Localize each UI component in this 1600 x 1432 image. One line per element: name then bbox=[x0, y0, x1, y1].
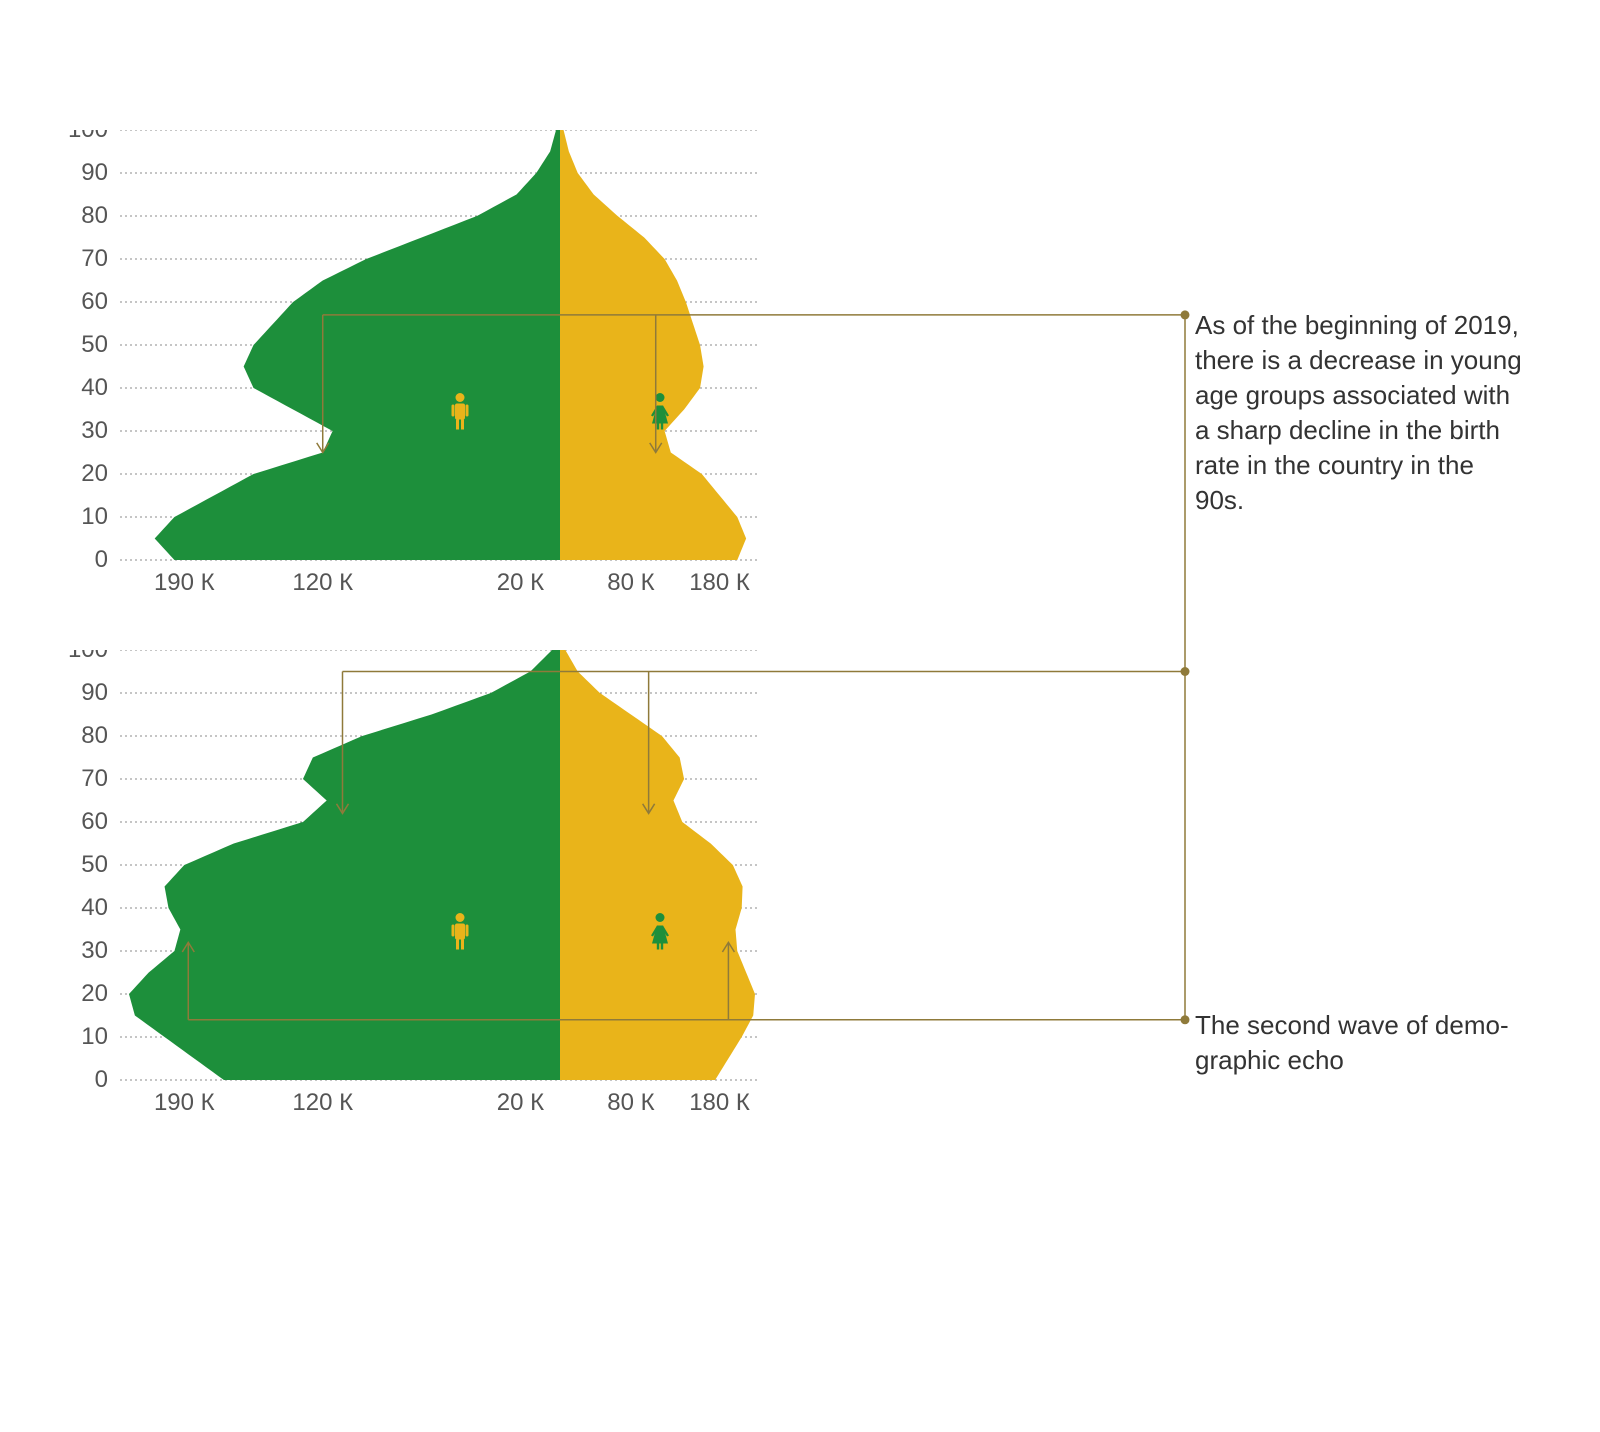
x-tick-label: 180 К bbox=[689, 569, 750, 596]
annotation-text-bottom: The second wave of demo­graphic echo bbox=[1195, 1008, 1525, 1078]
annotation-text-top: As of the beginning of 2019, there is a … bbox=[1195, 308, 1525, 519]
y-tick-label: 70 bbox=[81, 765, 108, 792]
y-tick-label: 60 bbox=[81, 808, 108, 835]
y-tick-label: 0 bbox=[95, 546, 108, 573]
x-tick-label: 80 К bbox=[607, 569, 654, 596]
x-tick-label: 190 К bbox=[154, 1089, 215, 1116]
y-tick-label: 10 bbox=[81, 1023, 108, 1050]
x-tick-label: 180 К bbox=[689, 1089, 750, 1116]
y-tick-label: 50 bbox=[81, 851, 108, 878]
y-tick-label: 20 bbox=[81, 980, 108, 1007]
x-tick-label: 20 К bbox=[497, 569, 544, 596]
y-tick-label: 40 bbox=[81, 894, 108, 921]
y-tick-label: 20 bbox=[81, 460, 108, 487]
y-tick-label: 80 bbox=[81, 202, 108, 229]
x-tick-label: 80 К bbox=[607, 1089, 654, 1116]
male-series bbox=[129, 650, 560, 1080]
female-series bbox=[560, 650, 755, 1080]
x-tick-label: 120 К bbox=[292, 1089, 353, 1116]
y-tick-label: 40 bbox=[81, 374, 108, 401]
y-tick-label: 30 bbox=[81, 937, 108, 964]
y-tick-label: 90 bbox=[81, 159, 108, 186]
y-tick-label: 100 bbox=[68, 130, 108, 143]
y-tick-label: 0 bbox=[95, 1066, 108, 1093]
y-tick-label: 50 bbox=[81, 331, 108, 358]
x-tick-label: 190 К bbox=[154, 569, 215, 596]
y-tick-label: 80 bbox=[81, 722, 108, 749]
y-tick-label: 30 bbox=[81, 417, 108, 444]
female-series bbox=[560, 130, 746, 560]
y-tick-label: 100 bbox=[68, 650, 108, 663]
y-tick-label: 10 bbox=[81, 503, 108, 530]
y-tick-label: 90 bbox=[81, 679, 108, 706]
y-tick-label: 70 bbox=[81, 245, 108, 272]
x-tick-label: 20 К bbox=[497, 1089, 544, 1116]
y-tick-label: 60 bbox=[81, 288, 108, 315]
x-tick-label: 120 К bbox=[292, 569, 353, 596]
